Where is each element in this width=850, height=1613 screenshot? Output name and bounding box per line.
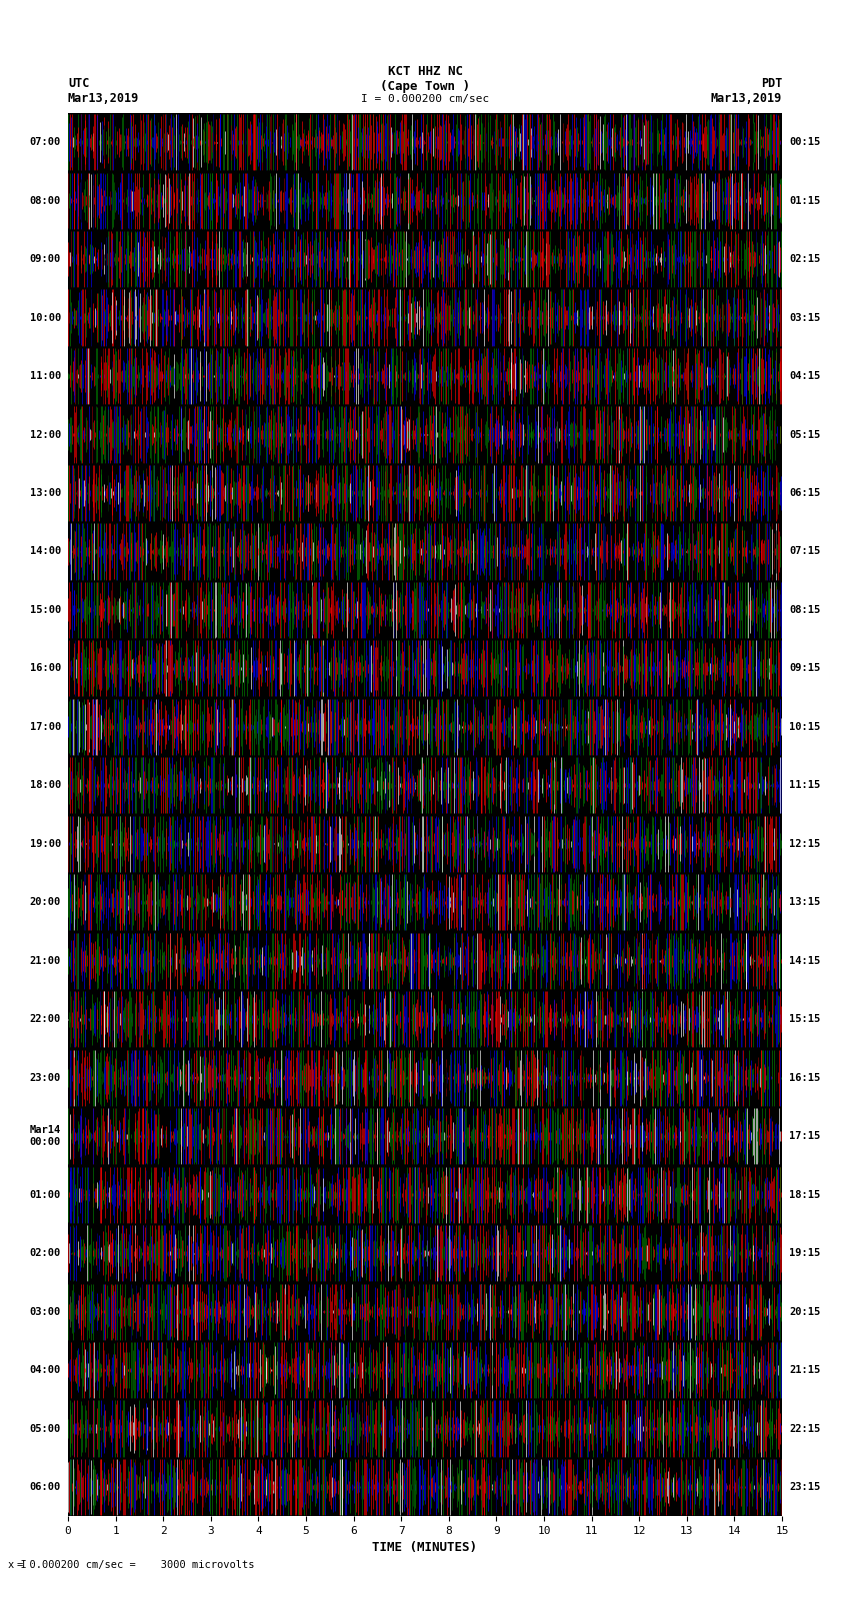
Text: 10:00: 10:00 — [30, 313, 61, 323]
Text: 18:15: 18:15 — [789, 1190, 820, 1200]
Text: 02:15: 02:15 — [789, 255, 820, 265]
Text: 12:15: 12:15 — [789, 839, 820, 848]
Text: 00:15: 00:15 — [789, 137, 820, 147]
Text: PDT
Mar13,2019: PDT Mar13,2019 — [711, 77, 782, 105]
Text: 09:15: 09:15 — [789, 663, 820, 673]
Text: 06:00: 06:00 — [30, 1482, 61, 1492]
Text: KCT HHZ NC
(Cape Town ): KCT HHZ NC (Cape Town ) — [380, 65, 470, 92]
Text: 03:00: 03:00 — [30, 1307, 61, 1316]
Text: 07:15: 07:15 — [789, 547, 820, 556]
Text: 17:00: 17:00 — [30, 723, 61, 732]
Text: 01:15: 01:15 — [789, 195, 820, 205]
Text: 12:00: 12:00 — [30, 429, 61, 439]
Text: 07:00: 07:00 — [30, 137, 61, 147]
Text: 03:15: 03:15 — [789, 313, 820, 323]
Text: 17:15: 17:15 — [789, 1131, 820, 1140]
Text: 22:00: 22:00 — [30, 1015, 61, 1024]
Text: 11:15: 11:15 — [789, 781, 820, 790]
Text: 13:00: 13:00 — [30, 489, 61, 498]
Text: 04:00: 04:00 — [30, 1365, 61, 1374]
Text: 16:00: 16:00 — [30, 663, 61, 673]
Text: 19:15: 19:15 — [789, 1248, 820, 1258]
Text: 05:00: 05:00 — [30, 1424, 61, 1434]
Text: 04:15: 04:15 — [789, 371, 820, 381]
Text: 21:00: 21:00 — [30, 957, 61, 966]
Text: 08:15: 08:15 — [789, 605, 820, 615]
Text: 05:15: 05:15 — [789, 429, 820, 439]
Text: 13:15: 13:15 — [789, 897, 820, 907]
Text: 06:15: 06:15 — [789, 489, 820, 498]
Text: 14:15: 14:15 — [789, 957, 820, 966]
Text: 01:00: 01:00 — [30, 1190, 61, 1200]
Text: 02:00: 02:00 — [30, 1248, 61, 1258]
Text: 23:00: 23:00 — [30, 1073, 61, 1082]
Text: 22:15: 22:15 — [789, 1424, 820, 1434]
Text: 16:15: 16:15 — [789, 1073, 820, 1082]
Text: 15:15: 15:15 — [789, 1015, 820, 1024]
Text: 20:15: 20:15 — [789, 1307, 820, 1316]
Text: 14:00: 14:00 — [30, 547, 61, 556]
Text: 11:00: 11:00 — [30, 371, 61, 381]
Text: 21:15: 21:15 — [789, 1365, 820, 1374]
Text: UTC
Mar13,2019: UTC Mar13,2019 — [68, 77, 139, 105]
Text: 19:00: 19:00 — [30, 839, 61, 848]
Text: 09:00: 09:00 — [30, 255, 61, 265]
Text: 10:15: 10:15 — [789, 723, 820, 732]
X-axis label: TIME (MINUTES): TIME (MINUTES) — [372, 1542, 478, 1555]
Text: 15:00: 15:00 — [30, 605, 61, 615]
Text: Mar14
00:00: Mar14 00:00 — [30, 1126, 61, 1147]
Text: 08:00: 08:00 — [30, 195, 61, 205]
Text: x I: x I — [8, 1560, 27, 1569]
Text: I = 0.000200 cm/sec: I = 0.000200 cm/sec — [361, 94, 489, 103]
Text: = 0.000200 cm/sec =    3000 microvolts: = 0.000200 cm/sec = 3000 microvolts — [17, 1560, 254, 1569]
Text: 23:15: 23:15 — [789, 1482, 820, 1492]
Text: 20:00: 20:00 — [30, 897, 61, 907]
Text: 18:00: 18:00 — [30, 781, 61, 790]
